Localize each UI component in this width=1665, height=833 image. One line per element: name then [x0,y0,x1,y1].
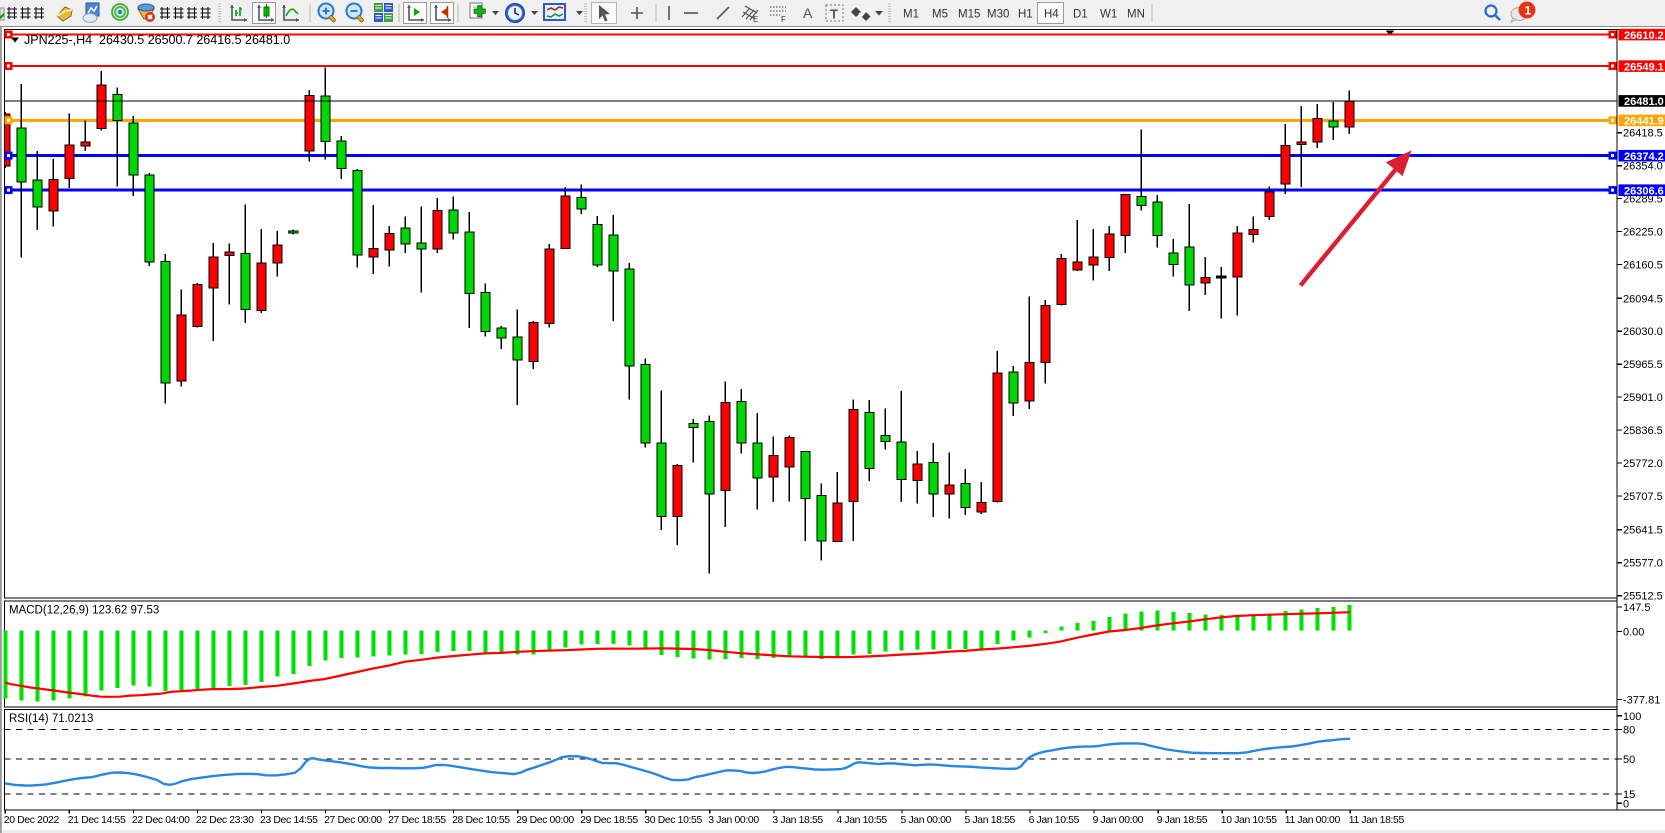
svg-text:26160.5: 26160.5 [1623,260,1663,272]
svg-text:23 Dec 14:55: 23 Dec 14:55 [260,815,318,826]
svg-text:H1: H1 [1018,9,1033,21]
svg-text:15: 15 [1623,789,1635,801]
svg-text:20 Dec 2022: 20 Dec 2022 [4,815,60,826]
svg-text:MACD(12,26,9) 123.62 97.53: MACD(12,26,9) 123.62 97.53 [9,605,159,617]
svg-text:1: 1 [1525,4,1532,18]
svg-text:A: A [803,5,813,21]
svg-text:M15: M15 [958,9,980,21]
svg-text:50: 50 [1623,754,1635,766]
svg-text:25641.5: 25641.5 [1623,525,1663,537]
svg-text:22 Dec 23:30: 22 Dec 23:30 [196,815,254,826]
svg-text:9 Jan 00:00: 9 Jan 00:00 [1093,815,1144,826]
svg-text:26610.2: 26610.2 [1624,30,1664,42]
svg-text:D1: D1 [1073,9,1088,21]
svg-text:M30: M30 [987,9,1009,21]
svg-text:27 Dec 00:00: 27 Dec 00:00 [324,815,382,826]
svg-text:M1: M1 [903,9,919,21]
svg-text:26094.5: 26094.5 [1623,293,1663,305]
svg-text:25512.5: 25512.5 [1623,591,1663,603]
svg-text:100: 100 [1623,711,1641,723]
svg-text:-377.81: -377.81 [1623,694,1660,706]
svg-text:6 Jan 10:55: 6 Jan 10:55 [1029,815,1080,826]
svg-text:21 Dec 14:55: 21 Dec 14:55 [68,815,126,826]
svg-text:27 Dec 18:55: 27 Dec 18:55 [388,815,446,826]
svg-text:3 Jan 00:00: 3 Jan 00:00 [708,815,759,826]
svg-text:E: E [753,15,758,24]
svg-text:29 Dec 00:00: 29 Dec 00:00 [516,815,574,826]
svg-text:W1: W1 [1100,9,1117,21]
svg-text:25965.5: 25965.5 [1623,359,1663,371]
svg-text:26441.9: 26441.9 [1624,116,1664,128]
svg-text:25836.5: 25836.5 [1623,425,1663,437]
svg-text:25577.0: 25577.0 [1623,558,1663,570]
svg-text:5 Jan 18:55: 5 Jan 18:55 [965,815,1016,826]
svg-text:26289.5: 26289.5 [1623,194,1663,206]
svg-text:26481.0: 26481.0 [1624,96,1664,108]
svg-text:M5: M5 [932,9,948,21]
svg-text:3 Jan 18:55: 3 Jan 18:55 [772,815,823,826]
svg-text:11 Jan 00:00: 11 Jan 00:00 [1285,815,1341,826]
svg-text:29 Dec 18:55: 29 Dec 18:55 [580,815,638,826]
svg-text:26549.1: 26549.1 [1624,61,1664,73]
svg-text:25901.0: 25901.0 [1623,392,1663,404]
svg-text:0.00: 0.00 [1623,626,1644,638]
svg-text:10 Jan 10:55: 10 Jan 10:55 [1221,815,1277,826]
svg-text:4 Jan 10:55: 4 Jan 10:55 [836,815,887,826]
svg-text:11 Jan 18:55: 11 Jan 18:55 [1349,815,1405,826]
svg-text:80: 80 [1623,725,1635,737]
svg-text:JPN225-,H4 26430.5 26500.7 26: JPN225-,H4 26430.5 26500.7 26416.5 26481… [24,33,290,47]
svg-text:26030.0: 26030.0 [1623,326,1663,338]
svg-text:26306.6: 26306.6 [1624,185,1664,197]
svg-text:147.5: 147.5 [1623,602,1651,614]
svg-text:5 Jan 00:00: 5 Jan 00:00 [901,815,952,826]
svg-text:26225.0: 26225.0 [1623,227,1663,239]
svg-text:T: T [830,7,838,22]
svg-text:H4: H4 [1044,9,1059,21]
svg-text:9 Jan 18:55: 9 Jan 18:55 [1157,815,1208,826]
svg-text:28 Dec 10:55: 28 Dec 10:55 [452,815,510,826]
svg-text:22 Dec 04:00: 22 Dec 04:00 [132,815,190,826]
svg-text:25707.5: 25707.5 [1623,491,1663,503]
svg-text:26418.5: 26418.5 [1623,128,1663,140]
svg-text:26374.2: 26374.2 [1624,151,1664,163]
svg-text:26354.0: 26354.0 [1623,161,1663,173]
svg-text:25772.0: 25772.0 [1623,458,1663,470]
svg-text:0: 0 [1623,798,1629,810]
svg-text:MN: MN [1127,9,1145,21]
svg-text:RSI(14) 71.0213: RSI(14) 71.0213 [9,713,93,725]
svg-text:F: F [781,15,786,24]
svg-text:30 Dec 10:55: 30 Dec 10:55 [644,815,702,826]
